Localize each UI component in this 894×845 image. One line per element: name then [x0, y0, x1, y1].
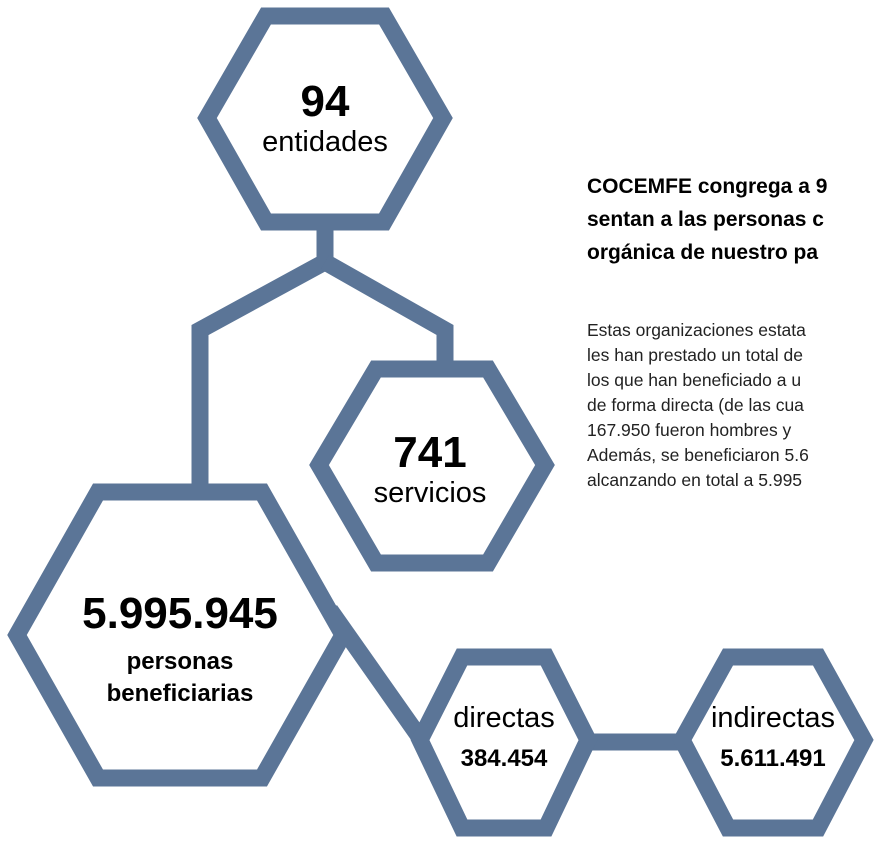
hexagon — [672, 648, 874, 837]
body-line: Además, se beneficiaron 5.6 — [587, 445, 809, 465]
hexagon — [7, 483, 353, 787]
heading-line: orgánica de nuestro pa — [587, 241, 819, 264]
node-value: 5.611.491 — [720, 745, 825, 772]
heading-line: sentan a las personas c — [587, 208, 824, 231]
node-value: 94 — [301, 77, 350, 126]
node-value: 741 — [393, 428, 466, 477]
body-line: 167.950 fueron hombres y — [587, 420, 792, 440]
body-line: les han prestado un total de — [587, 345, 803, 365]
connector — [320, 254, 454, 372]
hexagon — [410, 648, 598, 837]
node-label: personas — [127, 648, 234, 675]
node-label: beneficiarias — [107, 680, 254, 707]
heading: COCEMFE congrega a 9 sentan a las person… — [587, 170, 827, 269]
node-label: entidades — [262, 126, 388, 158]
body-line: alcanzando en total a 5.995 — [587, 470, 803, 490]
body-line: Estas organizaciones estata — [587, 320, 806, 340]
node-label: directas — [453, 702, 555, 734]
node-value: 384.454 — [461, 745, 548, 772]
node-label: indirectas — [711, 702, 835, 734]
hexagon — [197, 7, 453, 231]
node-label: servicios — [374, 477, 487, 509]
heading-line: COCEMFE congrega a 9 — [587, 175, 828, 198]
hexagon — [309, 360, 555, 572]
body-text: Estas organizaciones estata les han pres… — [587, 318, 809, 493]
connector — [191, 222, 334, 495]
node-value: 5.995.945 — [82, 589, 278, 638]
body-line: los que han beneficiado a u — [587, 370, 802, 390]
body-line: de forma directa (de las cua — [587, 395, 804, 415]
